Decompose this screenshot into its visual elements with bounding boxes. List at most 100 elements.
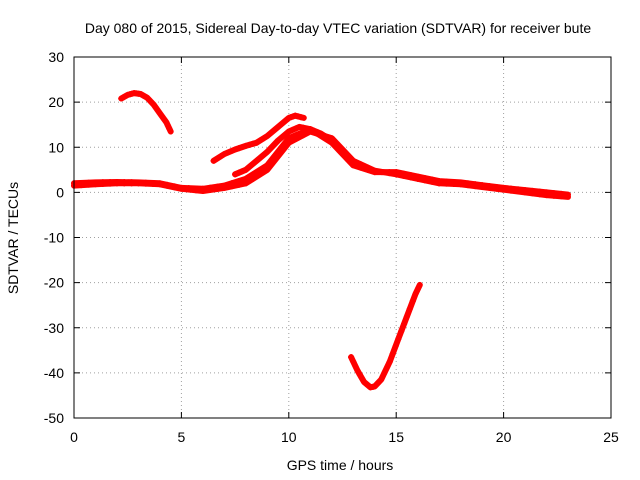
- data-point: [278, 120, 285, 127]
- data-point: [282, 131, 289, 138]
- data-point: [550, 192, 557, 199]
- data-point: [354, 367, 361, 374]
- data-point: [242, 180, 249, 187]
- data-point: [228, 147, 235, 154]
- y-axis-label: SDTVAR / TECUs: [5, 182, 21, 294]
- data-point: [253, 157, 260, 164]
- data-point: [264, 148, 271, 155]
- data-point: [267, 144, 274, 151]
- data-point: [325, 135, 332, 142]
- data-point: [99, 180, 106, 187]
- y-tick-label: -30: [44, 320, 64, 336]
- data-point: [193, 187, 200, 194]
- data-point: [242, 142, 249, 149]
- data-point: [235, 145, 242, 152]
- data-point: [152, 104, 159, 111]
- data-point: [250, 140, 257, 147]
- axis-ticks: 0 5 10 15 20 25 -50 -40 -30 -20 -10 0 10 20 30: [44, 49, 619, 445]
- data-point: [166, 125, 173, 132]
- data-point: [401, 320, 408, 327]
- data-point: [493, 185, 500, 192]
- data-point: [253, 139, 260, 146]
- data-point: [257, 171, 264, 178]
- data-point: [356, 371, 363, 378]
- data-point: [522, 189, 529, 196]
- data-point: [529, 190, 536, 197]
- data-point: [398, 328, 405, 335]
- data-point: [357, 161, 364, 168]
- data-point: [381, 370, 388, 377]
- grid-lines: [74, 57, 611, 418]
- data-point: [536, 191, 543, 198]
- data-point: [78, 182, 85, 189]
- data-point: [217, 153, 224, 160]
- data-point: [292, 112, 299, 119]
- data-point: [232, 171, 239, 178]
- data-point: [409, 298, 416, 305]
- data-point: [464, 182, 471, 189]
- data-point: [321, 133, 328, 140]
- series-upper-arc-morning: [118, 90, 174, 135]
- data-point: [92, 181, 99, 188]
- data-point: [393, 171, 400, 178]
- data-point: [400, 172, 407, 179]
- data-point: [293, 135, 300, 142]
- data-point: [278, 134, 285, 141]
- data-point: [113, 180, 120, 187]
- data-point: [500, 186, 507, 193]
- data-point: [257, 154, 264, 161]
- data-point: [414, 175, 421, 182]
- data-point: [450, 180, 457, 187]
- data-point: [85, 181, 92, 188]
- data-point: [246, 141, 253, 148]
- data-point: [386, 358, 393, 365]
- data-point: [164, 122, 171, 129]
- data-point: [156, 110, 163, 117]
- data-point: [275, 123, 282, 130]
- data-point: [285, 128, 292, 135]
- data-point: [318, 130, 325, 137]
- x-tick-label: 0: [70, 429, 78, 445]
- data-point: [185, 186, 192, 193]
- data-point: [150, 180, 157, 187]
- data-point: [443, 180, 450, 187]
- data-point: [163, 119, 170, 126]
- data-point: [150, 101, 157, 108]
- data-point: [379, 168, 386, 175]
- data-point: [285, 139, 292, 146]
- data-point: [314, 129, 321, 136]
- data-point: [260, 151, 267, 158]
- data-point: [415, 284, 422, 291]
- data-point: [207, 186, 214, 193]
- data-point: [264, 132, 271, 139]
- x-tick-label: 10: [281, 429, 297, 445]
- data-point: [210, 157, 217, 164]
- data-point: [257, 137, 264, 144]
- data-point: [232, 146, 239, 153]
- data-point: [343, 150, 350, 157]
- data-point: [429, 178, 436, 185]
- data-point: [479, 183, 486, 190]
- data-point: [246, 163, 253, 170]
- data-point: [364, 164, 371, 171]
- series-rising-arc: [210, 112, 307, 164]
- y-tick-label: 20: [48, 94, 64, 110]
- data-point: [412, 290, 419, 297]
- data-point: [293, 125, 300, 132]
- series-line: [348, 281, 423, 391]
- data-point: [421, 177, 428, 184]
- data-point: [336, 142, 343, 149]
- data-point: [235, 169, 242, 176]
- data-point: [289, 126, 296, 133]
- y-tick-label: -50: [44, 410, 64, 426]
- data-point: [348, 354, 355, 361]
- data-point: [406, 305, 413, 312]
- y-tick-label: 30: [48, 49, 64, 65]
- data-point: [300, 132, 307, 139]
- data-point: [295, 113, 302, 120]
- data-point: [352, 363, 359, 370]
- data-point: [275, 137, 282, 144]
- data-point: [371, 167, 378, 174]
- data-point: [558, 193, 565, 200]
